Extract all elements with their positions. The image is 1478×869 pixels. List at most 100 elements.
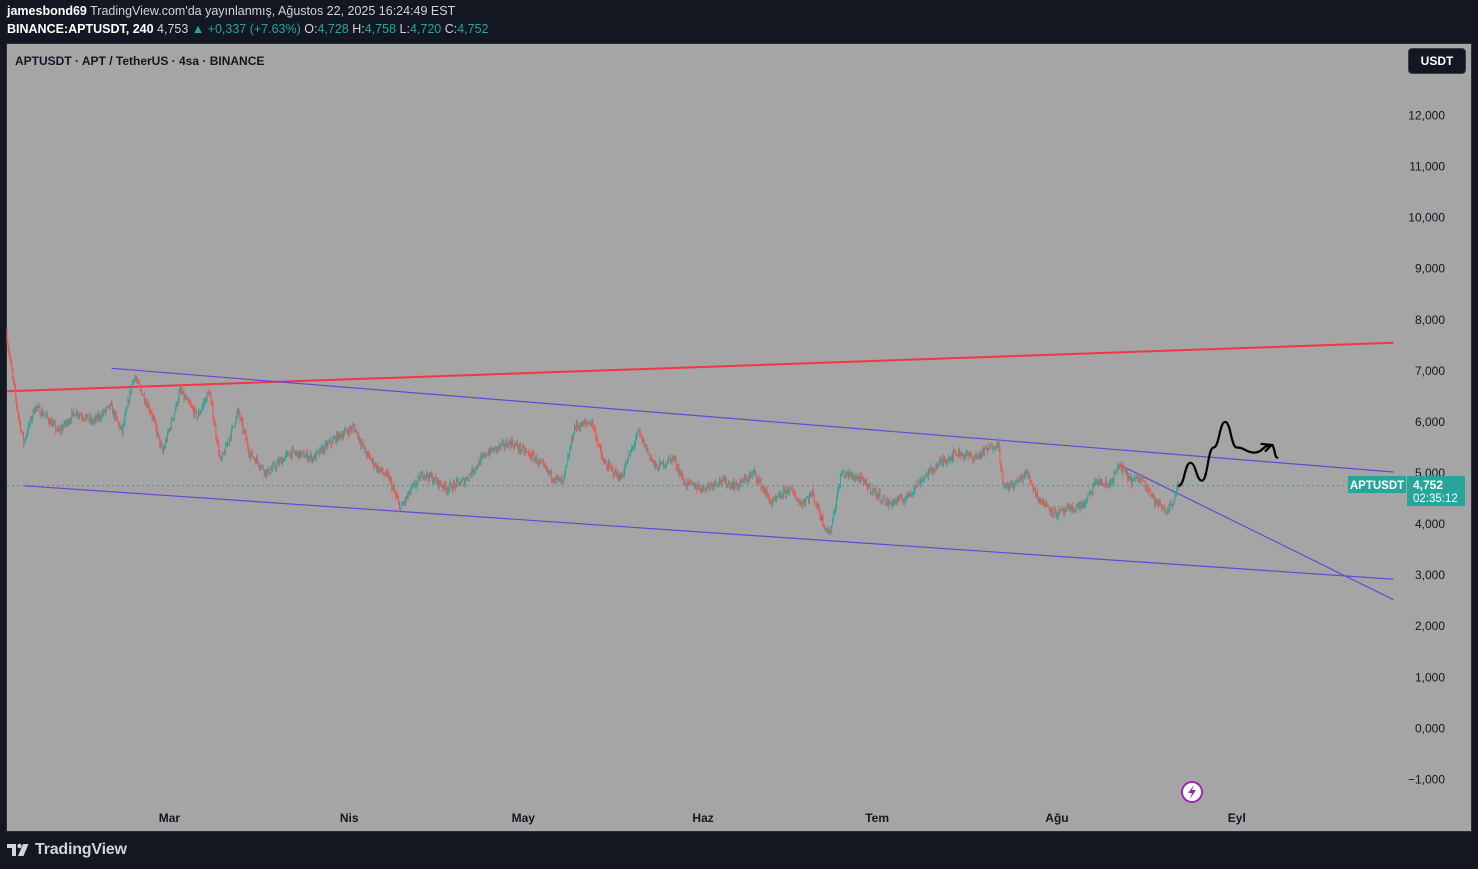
candle-body: [833, 513, 835, 519]
candle-body: [376, 465, 378, 470]
candle-body: [957, 449, 959, 456]
candle-body: [484, 453, 486, 457]
candle-body: [374, 463, 376, 467]
candle-body: [303, 452, 305, 458]
high-value: 4,758: [364, 22, 397, 36]
candle-body: [440, 484, 442, 487]
candle-body: [480, 457, 482, 466]
candle-body: [1084, 503, 1086, 507]
candle-body: [1062, 508, 1064, 511]
candle-body: [744, 477, 746, 483]
candle-body: [486, 455, 487, 457]
channel-upper-line[interactable]: [111, 367, 1394, 473]
candle-body: [786, 487, 788, 491]
candle-body: [1151, 494, 1153, 496]
candle-body: [803, 501, 805, 502]
candle-body: [1065, 510, 1067, 513]
candle-body: [941, 458, 943, 462]
candle-body: [174, 409, 176, 413]
candle-body: [796, 499, 798, 501]
candle-body: [850, 475, 852, 477]
candle-body: [195, 408, 196, 411]
candle-body: [353, 425, 355, 427]
candle-body: [168, 431, 169, 433]
candle-body: [129, 391, 131, 403]
candle-body: [33, 409, 35, 414]
candle-body: [1157, 501, 1158, 505]
candle-body: [1012, 483, 1014, 488]
candle-body: [179, 388, 181, 393]
candle-body: [152, 417, 154, 418]
candle-body: [1172, 503, 1174, 507]
candle-body: [482, 455, 484, 457]
candle-body: [194, 408, 196, 416]
candle-body: [273, 463, 275, 465]
candle-body: [915, 484, 917, 487]
candle-body: [828, 530, 830, 535]
candle-body: [822, 516, 824, 526]
candle-body: [760, 479, 762, 489]
candle-body: [536, 457, 538, 464]
candle-body: [667, 458, 669, 464]
candle-body: [743, 480, 745, 483]
candle-body: [246, 439, 248, 441]
candle-body: [304, 457, 306, 459]
candle-body: [571, 437, 573, 447]
candle-body: [247, 440, 249, 448]
candle-body: [1026, 470, 1028, 473]
candle-body: [904, 499, 906, 501]
channel-lower-line[interactable]: [24, 485, 1394, 580]
candle-body: [711, 483, 713, 485]
candle-body: [1008, 485, 1010, 489]
candle-body: [1155, 498, 1157, 505]
candle-body: [136, 379, 138, 382]
candle-body: [217, 442, 219, 444]
candle-body: [1091, 492, 1093, 494]
candle-body: [138, 380, 139, 384]
candle-body: [478, 460, 480, 467]
chart-pane[interactable]: [6, 43, 1472, 832]
candle-body: [981, 452, 982, 458]
author-name[interactable]: jamesbond69: [7, 4, 87, 18]
candle-body: [187, 398, 189, 400]
candle-body: [362, 443, 364, 445]
candle-body: [70, 420, 72, 422]
currency-button[interactable]: USDT: [1408, 48, 1466, 74]
candle-body: [32, 409, 34, 417]
candle-body: [847, 471, 849, 477]
tradingview-logo[interactable]: TradingView: [7, 841, 127, 859]
candle-body: [237, 408, 239, 413]
candle-body: [424, 475, 426, 478]
candle-body: [758, 478, 760, 481]
candle-body: [877, 493, 879, 496]
candle-body: [841, 472, 843, 474]
candle-body: [168, 428, 170, 432]
candle-body: [326, 443, 328, 448]
candle-body: [613, 474, 615, 476]
candle-body: [73, 411, 75, 414]
candle-body: [1009, 486, 1011, 489]
candle-body: [74, 413, 76, 417]
candle-body: [258, 465, 260, 468]
candle-body: [520, 450, 522, 452]
candle-body: [1152, 495, 1154, 497]
candle-body: [1099, 478, 1100, 483]
candle-body: [356, 431, 358, 433]
lightning-icon[interactable]: [1181, 781, 1203, 803]
candle-body: [171, 418, 173, 420]
resistance-red-line[interactable]: [6, 341, 1394, 393]
candle-body: [653, 460, 655, 462]
candle-body: [227, 442, 229, 444]
candle-body: [446, 490, 448, 492]
candle-body: [698, 485, 700, 488]
candle-body: [652, 460, 654, 462]
candle-body: [438, 480, 440, 487]
candle-body: [140, 389, 142, 395]
candle-body: [126, 406, 128, 411]
candle-body: [890, 502, 892, 504]
candle-body: [607, 463, 609, 470]
short-downtrend-line[interactable]: [1120, 464, 1394, 601]
candle-body: [721, 477, 723, 484]
candle-body: [401, 504, 403, 505]
